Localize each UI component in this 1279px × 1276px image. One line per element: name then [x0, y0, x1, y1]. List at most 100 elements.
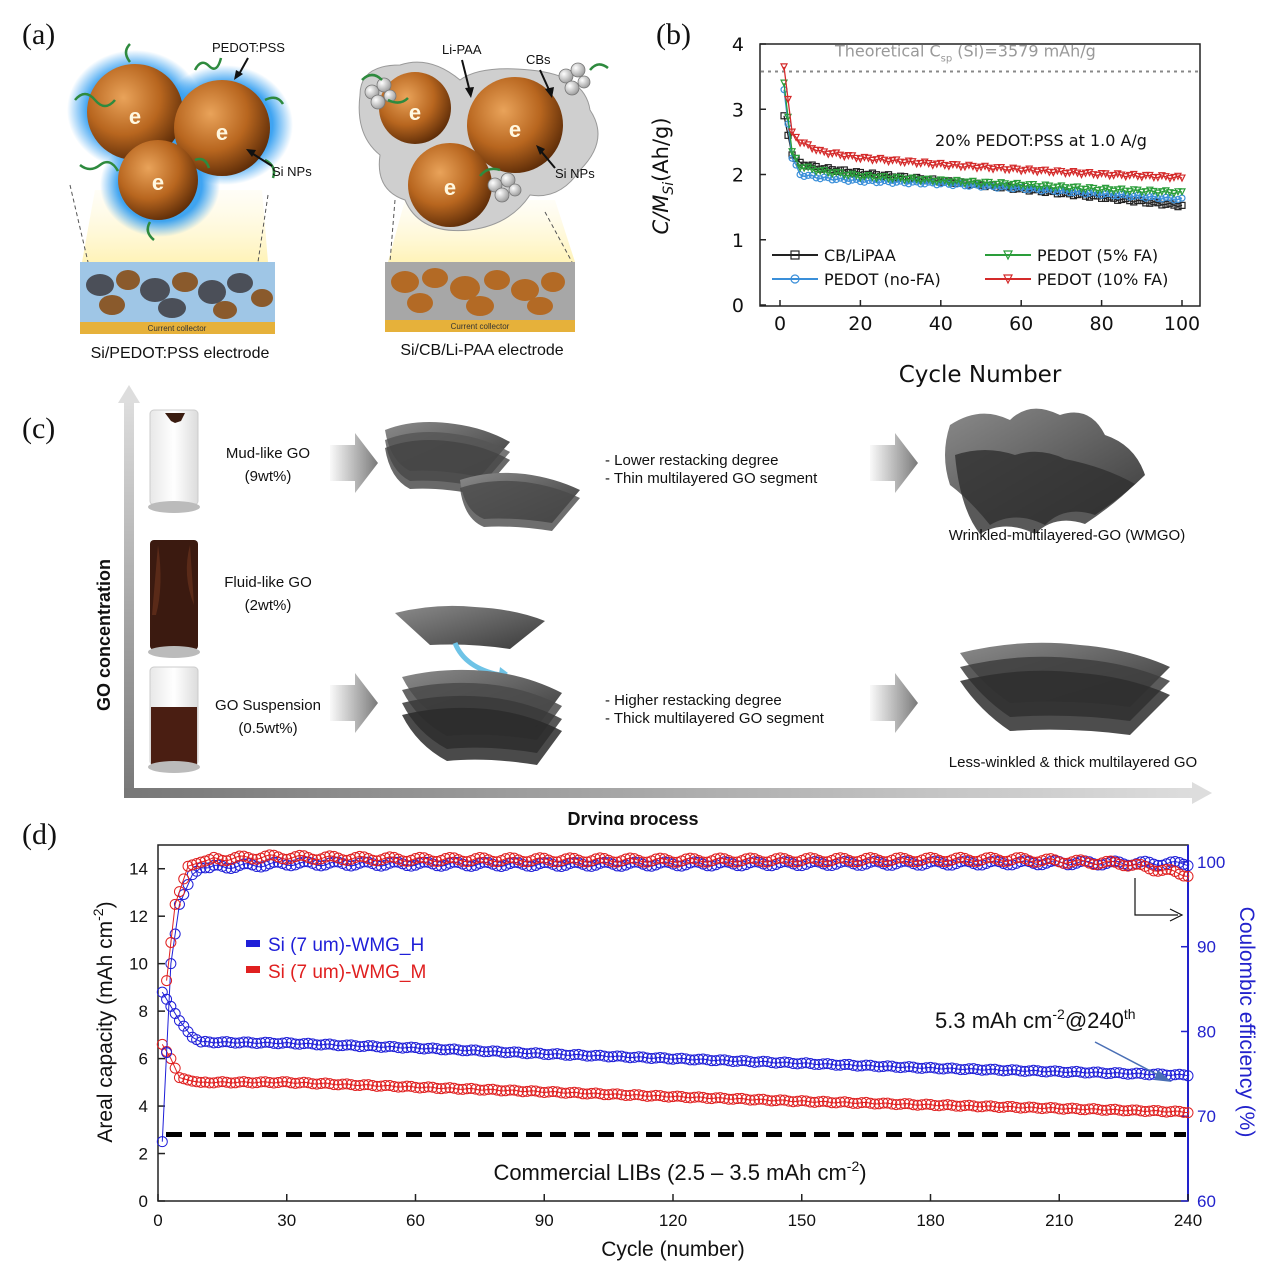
d-data-point: [1182, 870, 1194, 882]
d-data-point: [1070, 1103, 1082, 1115]
d-data-point: [560, 1087, 572, 1099]
d-data-point: [813, 854, 825, 866]
d-data-point: [1173, 1068, 1185, 1080]
d-data-point: [946, 1062, 958, 1074]
d-data-point: [195, 856, 207, 868]
d-data-point: [337, 1078, 349, 1090]
b-data-point: [1121, 173, 1130, 182]
panel-a-schematic: e e e PEDOT:PSS Si NPs Current collector…: [67, 40, 609, 362]
d-data-point: [710, 1092, 722, 1104]
b-xtick-label: 40: [929, 313, 953, 335]
legend-label-wmg-h: Si (7 um)-WMG_H: [268, 935, 424, 956]
d-data-point: [229, 852, 241, 864]
d-data-point: [925, 1061, 936, 1073]
b-data-point: [872, 174, 881, 183]
d-data-point: [272, 1038, 284, 1050]
d-data-point: [864, 852, 876, 864]
b-xtick-label: 80: [1090, 313, 1114, 335]
b-data-point: [1174, 188, 1182, 197]
d-data-point: [276, 1076, 288, 1088]
suspension-label: GO Suspension: [215, 697, 321, 714]
d-data-point: [809, 1096, 821, 1108]
d-data-point: [985, 1100, 997, 1112]
b-legend-marker: [790, 274, 800, 284]
b-data-point: [1081, 185, 1090, 194]
d-data-point: [255, 1076, 267, 1088]
drying-process-axis-label: Drying process: [567, 809, 698, 825]
d-data-point: [551, 1086, 563, 1098]
d-data-point: [319, 1038, 331, 1050]
d-data-point: [744, 1094, 756, 1106]
d-data-point: [650, 853, 662, 865]
b-data-point: [944, 162, 953, 171]
d-data-point: [238, 1076, 250, 1088]
d-data-point: [800, 1057, 812, 1069]
b-data-point: [1122, 191, 1130, 199]
d-data-point: [216, 1036, 228, 1048]
d-data-point: [822, 1058, 833, 1070]
d-data-point: [976, 1064, 988, 1076]
d-data-point: [736, 1055, 748, 1067]
d-data-point: [1126, 859, 1138, 871]
d-data-point: [341, 1078, 353, 1090]
d-data-point: [611, 1050, 623, 1062]
d-data-point: [1079, 1067, 1091, 1079]
d-data-point: [276, 853, 288, 865]
b-data-point: [840, 171, 849, 180]
d-data-point: [212, 1037, 224, 1049]
d-data-point: [766, 1095, 778, 1107]
d-data-point: [744, 1056, 756, 1068]
d-data-point: [667, 1053, 679, 1065]
b-xtick-label: 0: [774, 313, 786, 335]
b-data-point: [964, 178, 973, 187]
b-data-point: [1009, 185, 1017, 193]
d-data-point: [319, 1077, 331, 1089]
b-data-point: [1125, 188, 1134, 197]
d-data-point: [719, 1054, 730, 1066]
d-data-point: [826, 1058, 838, 1070]
ce-axis-pointer-head: [1169, 908, 1184, 922]
d-data-point: [873, 1098, 885, 1110]
chart-b-xlabel: Cycle Number: [899, 362, 1062, 388]
d-data-point: [1066, 1102, 1078, 1114]
d-data-point: [590, 1087, 602, 1099]
d-data-point: [1139, 1106, 1151, 1118]
b-data-point: [1170, 201, 1178, 209]
electron-symbol: e: [216, 120, 228, 145]
d-data-point: [242, 1076, 254, 1088]
b-data-point: [1121, 187, 1130, 196]
d-data-point: [1131, 1104, 1142, 1116]
b-data-point: [824, 150, 833, 159]
d-data-point: [624, 1052, 636, 1064]
d-data-point: [199, 1035, 211, 1047]
d-data-point: [761, 1094, 773, 1106]
b-data-point: [921, 180, 929, 188]
d-data-point: [1023, 855, 1035, 867]
d-data-point: [847, 1059, 859, 1071]
legend-swatch-wmg-h: [246, 940, 260, 947]
d-data-point: [414, 851, 426, 863]
d-data-point: [937, 1099, 949, 1111]
d-data-point: [573, 1048, 585, 1060]
d-data-point: [1135, 1067, 1147, 1079]
b-data-point: [800, 172, 808, 181]
b-legend-label: PEDOT (10% FA): [1037, 270, 1168, 289]
d-xtick-label: 210: [1045, 1211, 1073, 1230]
b-data-point: [1137, 188, 1146, 197]
d-data-point: [525, 1047, 537, 1059]
d-data-point: [633, 1051, 645, 1063]
d-data-point: [598, 1089, 610, 1101]
b-data-point: [1118, 195, 1126, 204]
d-data-point: [182, 1026, 194, 1038]
d-data-point: [324, 850, 336, 862]
b-data-point: [856, 155, 865, 164]
panel-label-c: (c): [22, 412, 56, 445]
d-data-point: [272, 1077, 284, 1089]
d-data-point: [581, 1050, 593, 1062]
d-data-point: [392, 1042, 404, 1054]
b-data-point: [932, 160, 941, 169]
b-data-point: [900, 159, 909, 168]
d-data-point: [474, 852, 486, 864]
d-data-point: [513, 1085, 524, 1097]
d-data-point: [246, 1077, 258, 1089]
